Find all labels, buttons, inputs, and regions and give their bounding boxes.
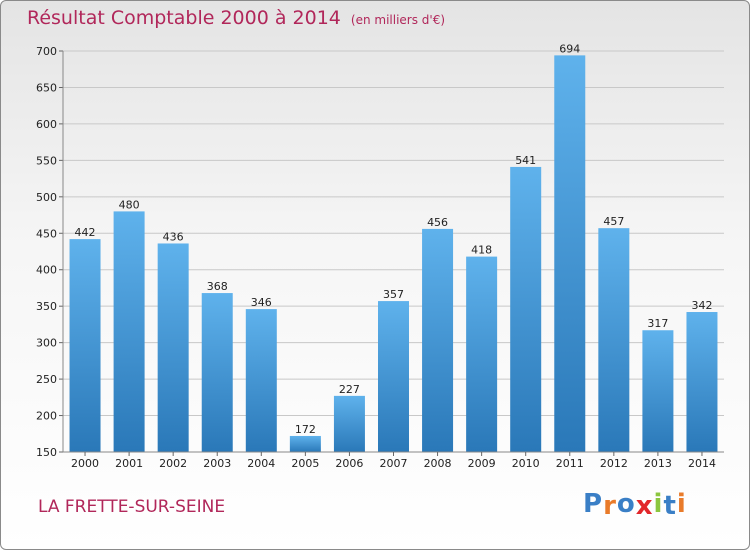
bar-2002	[157, 243, 189, 452]
x-tick-label-2006: 2006	[335, 457, 363, 470]
chart-subtitle: (en milliers d'€)	[350, 13, 446, 27]
value-label-2000: 442	[75, 226, 96, 239]
bar-chart: 150 200 250 300 350 400 450 500 550 600 650 700 442…	[36, 42, 724, 470]
bar-2007	[378, 301, 409, 452]
y-tick-label: 500	[36, 191, 57, 204]
x-tick-label-2014: 2014	[688, 457, 716, 470]
bar-2013	[642, 330, 674, 452]
value-label-2010: 541	[515, 154, 536, 167]
value-label-2007: 357	[383, 288, 404, 301]
y-tick-label: 150	[36, 446, 57, 459]
y-tick-label: 400	[36, 264, 57, 277]
x-tick-label-2004: 2004	[247, 457, 275, 470]
x-tick-label-2013: 2013	[644, 457, 672, 470]
logo-letter: r	[603, 491, 617, 521]
value-label-2002: 436	[163, 230, 184, 243]
value-label-2009: 418	[471, 244, 492, 257]
x-tick-label-2010: 2010	[512, 457, 540, 470]
chart-title: Résultat Comptable 2000 à 2014 (en millie…	[27, 7, 445, 29]
bar-2000	[69, 239, 101, 452]
bar-2011	[554, 55, 586, 453]
y-tick-label: 700	[36, 45, 57, 58]
x-tick-label-2009: 2009	[468, 457, 496, 470]
bar-2009	[466, 256, 498, 452]
value-label-2012: 457	[603, 215, 624, 228]
bar-2012	[598, 228, 630, 452]
logo-letter: x	[635, 491, 654, 521]
proxiti-logo: Proxiti	[583, 489, 687, 521]
y-tick-label: 550	[36, 154, 57, 167]
x-tick-label-2005: 2005	[291, 457, 319, 470]
y-tick-label: 200	[36, 410, 57, 423]
logo-letter: t	[663, 491, 677, 521]
x-tick-label-2000: 2000	[71, 457, 99, 470]
bar-2006	[333, 395, 365, 452]
x-axis: 2000 2001 2002 2003 2004 2005 2006 2007 2008 2009…	[63, 451, 724, 470]
value-label-2006: 227	[339, 383, 360, 396]
town-name: LA FRETTE-SUR-SEINE	[38, 497, 226, 517]
x-tick-label-2001: 2001	[115, 457, 143, 470]
value-label-2003: 368	[207, 280, 228, 293]
chart-title-text: Résultat Comptable 2000 à 2014	[27, 7, 341, 29]
value-label-2004: 346	[251, 296, 272, 309]
y-tick-label: 350	[36, 300, 57, 313]
y-axis: 150 200 250 300 350 400 450 500 550 600 650 700	[36, 45, 64, 459]
value-label-2001: 480	[119, 198, 140, 211]
bar-2001	[113, 211, 145, 452]
x-tick-label-2007: 2007	[380, 457, 408, 470]
y-tick-label: 300	[36, 337, 57, 350]
y-tick-label: 450	[36, 227, 57, 240]
logo-letter: i	[676, 489, 687, 519]
bars: 442 480 436 368 346 172 227 357 456 418 541 694 457 3…	[69, 42, 718, 453]
y-tick-label: 250	[36, 373, 57, 386]
x-tick-label-2002: 2002	[159, 457, 187, 470]
bar-2014	[686, 312, 718, 452]
value-label-2013: 317	[647, 317, 668, 330]
x-tick-label-2003: 2003	[203, 457, 231, 470]
bar-2010	[510, 166, 542, 452]
bar-2004	[245, 309, 277, 452]
x-tick-label-2011: 2011	[556, 457, 584, 470]
logo-letter: P	[583, 489, 604, 519]
bar-2008	[422, 228, 454, 452]
bar-2005	[289, 435, 321, 452]
value-label-2011: 694	[559, 42, 580, 55]
logo-letter: i	[653, 489, 664, 519]
value-label-2014: 342	[691, 299, 712, 312]
value-label-2008: 456	[427, 216, 448, 229]
y-tick-label: 650	[36, 81, 57, 94]
y-tick-label: 600	[36, 118, 57, 131]
value-label-2005: 172	[295, 423, 316, 436]
bar-2003	[201, 293, 233, 452]
logo-letter: o	[616, 489, 636, 519]
x-tick-label-2008: 2008	[424, 457, 452, 470]
x-tick-label-2012: 2012	[600, 457, 628, 470]
